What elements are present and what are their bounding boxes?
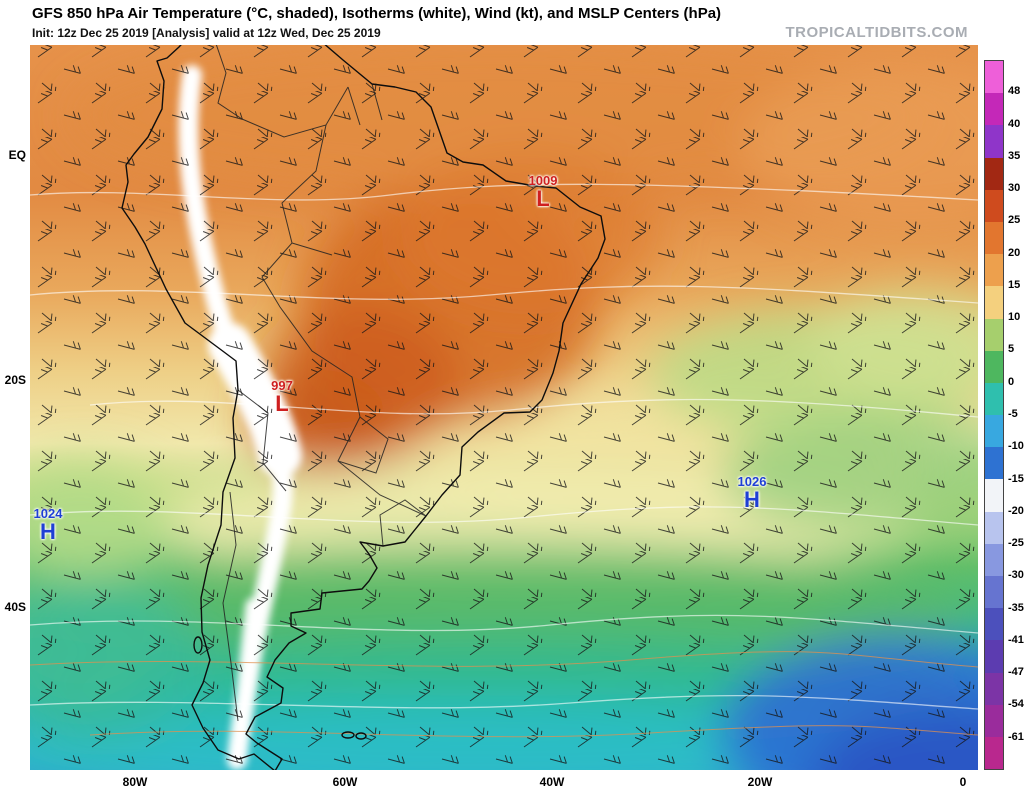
low-center-letter: L	[275, 391, 289, 416]
low-center-letter: L	[536, 186, 550, 211]
colorbar-segment	[985, 189, 1003, 222]
colorbar-label: -61	[1008, 731, 1024, 743]
map-title: GFS 850 hPa Air Temperature (°C, shaded)…	[32, 5, 722, 22]
lat-label-EQ: EQ	[8, 148, 26, 162]
colorbar-label: 35	[1008, 150, 1021, 162]
colorbar-segment	[985, 61, 1003, 94]
lon-label-60W: 60W	[332, 775, 358, 789]
pressure-center-1026: 1026 H	[738, 475, 767, 511]
isotherms-layer	[30, 183, 978, 710]
colorbar-segment	[985, 736, 1003, 770]
colorbar-segment	[985, 608, 1003, 641]
lat-axis: EQ 20S 40S	[0, 45, 30, 770]
country-borders-layer	[215, 45, 427, 722]
colorbar-label: 40	[1008, 118, 1021, 130]
lat-label-20S: 20S	[4, 373, 26, 387]
map-svg	[30, 45, 978, 770]
lon-label-20W: 20W	[747, 775, 773, 789]
high-center-letter: H	[40, 519, 56, 544]
colorbar-label: 25	[1008, 214, 1021, 226]
colorbar-label: 15	[1008, 279, 1021, 291]
colorbar-segment	[985, 93, 1003, 126]
wind-barbs-layer	[30, 45, 978, 770]
colorbar-label: -5	[1008, 408, 1018, 420]
colorbar-label: -47	[1008, 666, 1024, 678]
colorbar-segment	[985, 318, 1003, 351]
colorbar-segment	[985, 447, 1003, 480]
pressure-value: 1026	[737, 474, 767, 489]
colorbar-labels: 48 40 35 30 25 20 15 10 5 0 -5 -10 -15 -20 -25 -30 -35 -4…	[1008, 60, 1024, 770]
colorbar-label: 5	[1008, 343, 1015, 355]
pressure-centers-layer: 1009 L 997 L 1026 H 1024 H	[30, 45, 978, 770]
colorbar-label: -30	[1008, 569, 1024, 581]
colorbar-label: 0	[1008, 376, 1015, 388]
cold-isotherms-layer	[30, 651, 978, 738]
colorbar-segment	[985, 640, 1003, 673]
pressure-center-1009: 1009 L	[529, 174, 558, 210]
colorbar-label: -41	[1008, 634, 1024, 646]
colorbar-label: -15	[1008, 473, 1024, 485]
colorbar-label: 48	[1008, 85, 1021, 97]
lon-axis: 80W 60W 40W 20W 0	[30, 773, 978, 795]
high-center-letter: H	[744, 487, 760, 512]
colorbar-segment	[985, 415, 1003, 448]
colorbar-segment	[985, 221, 1003, 255]
colorbar-segment	[985, 479, 1003, 512]
coastline-layer	[121, 45, 606, 770]
colorbar-label: 30	[1008, 182, 1021, 194]
map-subtitle: Init: 12z Dec 25 2019 [Analysis] valid a…	[32, 26, 381, 40]
lon-label-80W: 80W	[122, 775, 148, 789]
lon-label-40W: 40W	[539, 775, 565, 789]
colorbar-segment	[985, 704, 1003, 737]
watermark: TROPICALTIDBITS.COM	[785, 24, 968, 41]
colorbar-label: -35	[1008, 602, 1024, 614]
colorbar-segment	[985, 576, 1003, 609]
colorbar-segment	[985, 286, 1003, 319]
colorbar	[984, 60, 1004, 770]
colorbar-label: -25	[1008, 537, 1024, 549]
pressure-center-997: 997 L	[271, 379, 293, 415]
lat-label-40S: 40S	[4, 600, 26, 614]
colorbar-segment	[985, 382, 1003, 416]
map-area: 1009 L 997 L 1026 H 1024 H	[30, 45, 978, 770]
colorbar-label: -10	[1008, 440, 1024, 452]
colorbar-segment	[985, 543, 1003, 576]
colorbar-label: -20	[1008, 505, 1024, 517]
colorbar-segment	[985, 511, 1003, 544]
pressure-center-1024: 1024 H	[34, 507, 63, 543]
colorbar-label: 10	[1008, 311, 1021, 323]
colorbar-segment	[985, 157, 1003, 190]
pressure-value: 1024	[33, 506, 63, 521]
colorbar-label: -54	[1008, 698, 1024, 710]
colorbar-label: 20	[1008, 247, 1021, 259]
colorbar-segment	[985, 350, 1003, 383]
colorbar-segment	[985, 254, 1003, 287]
pressure-value: 1009	[528, 173, 558, 188]
pressure-value: 997	[271, 378, 293, 393]
lon-label-0: 0	[959, 775, 967, 789]
colorbar-segment	[985, 125, 1003, 158]
colorbar-segment	[985, 672, 1003, 705]
